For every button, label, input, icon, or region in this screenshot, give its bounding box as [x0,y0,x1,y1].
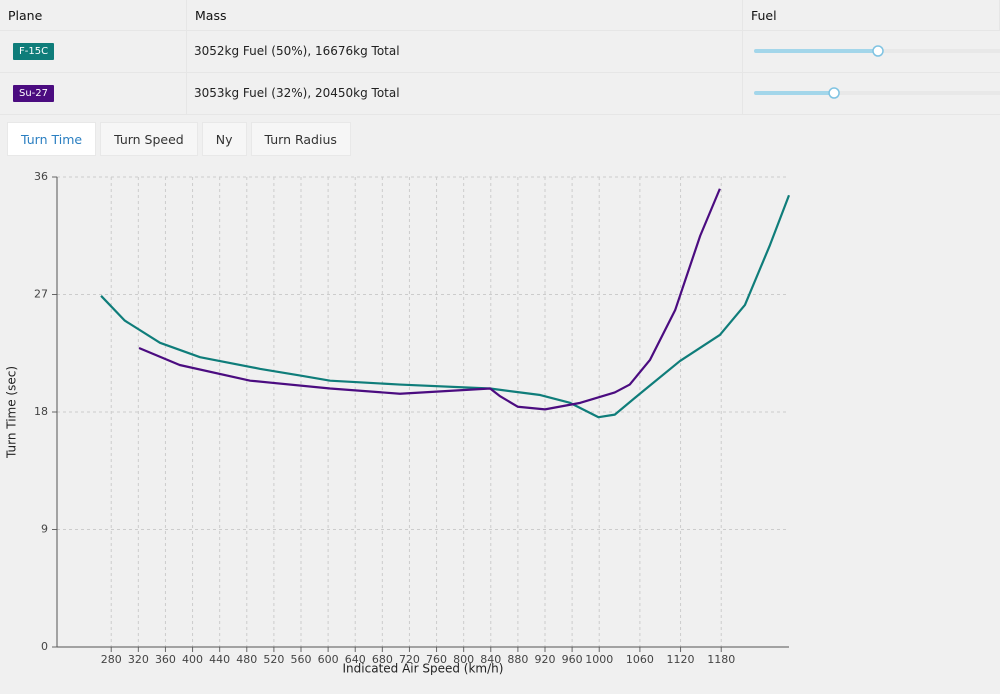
tab[interactable]: Turn Speed [100,122,198,156]
header-row: Plane Mass Fuel [0,0,1000,31]
x-tick-label: 1180 [707,653,735,666]
y-tick-label: 0 [41,640,48,653]
series-line [138,188,721,411]
table-row: Su-27 3053kg Fuel (32%), 20450kg Total [0,72,1000,115]
x-axis-label: Indicated Air Speed (km/h) [343,662,504,676]
x-tick-label: 600 [318,653,339,666]
x-tick-label: 480 [236,653,257,666]
x-tick-label: 560 [291,653,312,666]
mass-cell: 3052kg Fuel (50%), 16676kg Total [187,30,743,72]
x-tick-label: 760 [426,653,447,666]
tab[interactable]: Ny [201,122,247,156]
slider-knob[interactable] [872,45,884,57]
y-axis-label: Turn Time (sec) [5,366,19,459]
x-tick-label: 960 [562,653,583,666]
tab[interactable]: Turn Radius [250,122,351,156]
x-tick-label: 920 [535,653,556,666]
x-tick-label: 280 [101,653,122,666]
x-tick-label: 440 [209,653,230,666]
y-tick-label: 27 [34,288,48,301]
slider-knob[interactable] [828,87,840,99]
x-tick-label: 880 [507,653,528,666]
header-cell: Plane [0,0,187,30]
fuel-slider[interactable] [743,72,1000,114]
tab[interactable]: Turn Time [7,122,97,156]
x-tick-label: 1060 [626,653,654,666]
plane-badge: F-15C [13,42,55,60]
x-tick-label: 720 [399,653,420,666]
fuel-cell [743,30,1000,72]
x-tick-label: 1000 [585,653,613,666]
x-tick-label: 320 [128,653,149,666]
x-tick-label: 840 [480,653,501,666]
chart: 0 9 18 27 36 280 320 360 400 440 480 520 560 600 640 68… [5,170,791,676]
x-tick-label: 360 [155,653,176,666]
x-tick-label: 520 [263,653,284,666]
x-tick-label: 400 [182,653,203,666]
y-tick-label: 36 [34,170,48,183]
x-tick-label: 800 [453,653,474,666]
series-line [100,194,791,419]
x-tick-label: 680 [372,653,393,666]
plane-cell: F-15C [0,30,187,72]
fuel-slider[interactable] [743,30,1000,72]
plane-badge: Su-27 [13,84,55,102]
x-tick-label: 640 [345,653,366,666]
mass-cell: 3053kg Fuel (32%), 20450kg Total [187,72,743,114]
x-tick-label: 1120 [667,653,695,666]
tab-bar: Turn Time Turn Speed Ny Turn Radius [7,122,351,156]
fuel-cell [743,72,1000,114]
plane-cell: Su-27 [0,72,187,114]
header-cell: Mass [187,0,743,30]
y-tick-label: 18 [34,405,48,418]
header-cell: Fuel [743,0,1000,30]
y-tick-label: 9 [41,523,48,536]
table-row: F-15C 3052kg Fuel (50%), 16676kg Total [0,30,1000,73]
